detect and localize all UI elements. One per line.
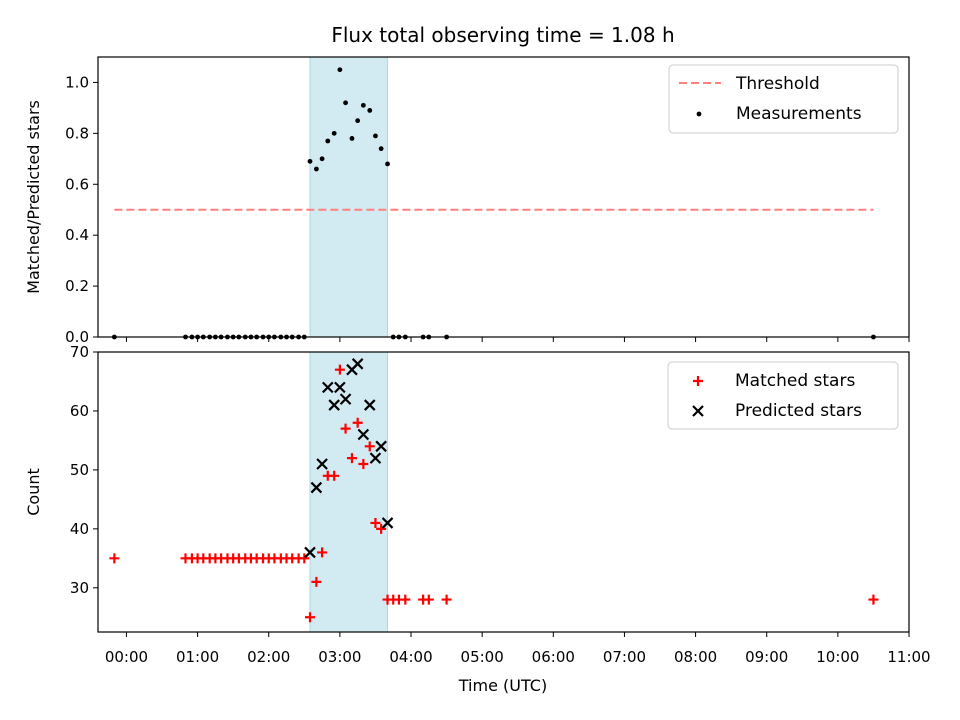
measurements-point [360, 102, 366, 108]
legend-label-threshold: Threshold [735, 74, 820, 94]
matched-stars-point [109, 553, 120, 564]
measurements-point [378, 146, 384, 152]
legend-box [667, 361, 899, 430]
predicted-stars-point [339, 393, 352, 405]
y-tick-label: 0.8 [65, 124, 89, 142]
observing-window-span [309, 56, 389, 338]
matched-stars-point [346, 453, 357, 464]
x-tick-label: 02:00 [247, 648, 290, 666]
predicted-stars-point [369, 452, 382, 464]
legend-label-matched-stars: Matched stars [735, 371, 855, 391]
measurements-point [373, 133, 378, 139]
predicted-stars-point [357, 428, 370, 441]
predicted-stars-point [363, 399, 376, 411]
predicted-stars-point [334, 381, 346, 394]
matched-stars-point [376, 523, 387, 534]
y-tick-label: 60 [70, 402, 89, 420]
matched-stars-point [364, 441, 375, 452]
measurements-point [337, 67, 343, 73]
matched-stars-point [304, 612, 315, 623]
x-tick-label: 08:00 [674, 648, 717, 666]
predicted-stars-point [322, 381, 334, 394]
ratio-panel: 0.0 0.2 0.4 0.6 0.8 1.0 Matched/Predicted star… [24, 56, 910, 346]
legend-swatch-matched-stars [693, 376, 703, 386]
legend-box [668, 64, 899, 134]
counts-panel: 30 40 50 60 70 00:00 01:00 02:00 03:00 04:00 05:00… [24, 343, 931, 666]
x-tick-label: 06:00 [532, 648, 575, 666]
predicted-stars-point [310, 481, 323, 494]
matched-stars-point [370, 517, 381, 528]
x-tick-label: 11:00 [887, 648, 930, 666]
legend-swatch-measurements [696, 111, 702, 117]
x-axis-label: Time (UTC) [458, 676, 547, 695]
y-axis-label: Matched/Predicted stars [24, 100, 43, 294]
matched-stars-point [317, 547, 328, 558]
matched-stars-point [423, 594, 434, 605]
matched-stars-point [311, 576, 322, 587]
y-axis-label: Count [24, 468, 43, 516]
matched-stars-point [358, 459, 369, 469]
predicted-stars-point [304, 546, 316, 559]
measurements-point [314, 166, 319, 172]
matched-stars-point [329, 470, 340, 481]
x-tick-label: 05:00 [461, 648, 504, 666]
measurements-point [349, 136, 355, 141]
matched-stars-point [352, 417, 363, 428]
matched-stars-point [400, 594, 411, 605]
x-tick-label: 00:00 [105, 648, 148, 666]
matched-stars-point [868, 594, 879, 605]
legend-label-measurements: Measurements [736, 104, 862, 124]
matched-stars-point [299, 553, 310, 564]
x-tick-label: 04:00 [389, 648, 432, 666]
predicted-stars-point [328, 399, 340, 411]
y-tick-label: 0.4 [65, 226, 89, 244]
measurements-point [331, 130, 337, 136]
legend: Matched stars Predicted stars [667, 361, 899, 430]
predicted-stars-point [316, 458, 328, 470]
predicted-stars-point [351, 358, 364, 370]
measurements-point [385, 161, 390, 167]
y-tick-label: 30 [70, 579, 89, 597]
x-tick-label: 01:00 [176, 648, 219, 666]
predicted-stars-point [375, 440, 387, 453]
y-tick-label: 0.0 [65, 328, 89, 346]
measurements-point [307, 158, 313, 164]
x-tick-label: 10:00 [816, 648, 859, 666]
measurements-point [367, 108, 373, 113]
measurements-point [319, 156, 325, 162]
matched-stars-point [441, 594, 452, 605]
measurements-point [355, 118, 361, 124]
axes-frame [97, 351, 910, 633]
chart-title: Flux total observing time = 1.08 h [331, 23, 674, 47]
x-tick-label: 09:00 [745, 648, 788, 666]
x-tick-label: 03:00 [318, 648, 361, 666]
y-tick-label: 40 [70, 520, 89, 538]
legend-swatch-predicted-stars [692, 405, 704, 417]
y-tick-label: 1.0 [65, 73, 89, 91]
axes-frame [97, 56, 910, 338]
y-tick-label: 50 [70, 461, 89, 479]
legend-label-predicted-stars: Predicted stars [735, 401, 862, 421]
y-tick-label: 0.2 [65, 277, 89, 295]
predicted-stars-point [381, 517, 394, 529]
matched-stars-point [340, 423, 351, 434]
y-tick-label: 0.6 [65, 175, 89, 193]
measurements-point [325, 138, 331, 144]
legend: Threshold Measurements [668, 64, 899, 134]
matched-stars-point [334, 364, 345, 375]
y-tick-label: 70 [70, 343, 89, 361]
x-tick-label: 07:00 [603, 648, 646, 666]
measurements-point [343, 100, 348, 106]
